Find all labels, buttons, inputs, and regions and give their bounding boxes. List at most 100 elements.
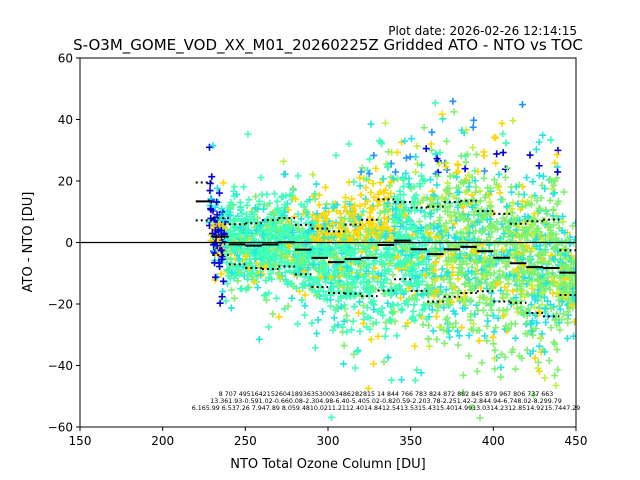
scatter-point <box>374 307 382 315</box>
scatter-point <box>218 205 226 213</box>
scatter-point <box>480 174 488 182</box>
scatter-point <box>495 170 503 178</box>
scatter-point <box>269 310 277 318</box>
scatter-point <box>413 254 421 262</box>
scatter-point <box>521 293 529 301</box>
scatter-point <box>468 286 476 294</box>
scatter-point <box>442 163 450 171</box>
scatter-point <box>554 168 562 176</box>
scatter-point <box>465 183 473 191</box>
scatter-point <box>293 272 301 280</box>
scatter-point <box>473 150 481 158</box>
scatter-point <box>545 357 553 365</box>
scatter-point <box>394 216 402 224</box>
scatter-point <box>287 280 295 288</box>
y-tick-label: −60 <box>48 421 73 435</box>
scatter-point <box>379 175 387 183</box>
scatter-point <box>275 313 283 321</box>
scatter-point <box>344 284 352 292</box>
scatter-point <box>554 366 562 374</box>
y-tick-label: 40 <box>58 113 73 127</box>
scatter-point <box>380 219 388 227</box>
scatter-point <box>501 310 509 318</box>
scatter-point <box>564 308 572 316</box>
scatter-point <box>419 267 427 275</box>
scatter-point <box>423 315 431 323</box>
scatter-point <box>430 191 438 199</box>
scatter-point <box>308 244 316 252</box>
scatter-point <box>418 161 426 169</box>
scatter-point <box>438 193 446 201</box>
scatter-point <box>568 301 576 309</box>
scatter-point <box>289 184 297 192</box>
scatter-point <box>388 309 396 317</box>
scatter-point <box>469 222 477 230</box>
annotation-stds-row: 6.165.99 6.537.26 7.947.89 8.059.4810.02… <box>192 405 581 412</box>
scatter-point <box>335 224 343 232</box>
scatter-point <box>523 231 531 239</box>
scatter-point <box>502 263 510 271</box>
scatter-point <box>347 246 355 254</box>
scatter-point <box>370 360 378 368</box>
scatter-point <box>404 319 412 327</box>
scatter-point <box>476 187 484 195</box>
scatter-point <box>499 130 507 138</box>
scatter-point <box>376 188 384 196</box>
scatter-point <box>329 326 337 334</box>
scatter-point <box>472 227 480 235</box>
scatter-point <box>540 249 548 257</box>
scatter-point <box>528 229 536 237</box>
scatter-point <box>284 302 292 310</box>
scatter-point <box>433 307 441 315</box>
scatter-point <box>360 284 368 292</box>
scatter-point <box>440 304 448 312</box>
scatter-point <box>304 253 312 261</box>
scatter-point <box>362 184 370 192</box>
scatter-point <box>351 214 359 222</box>
scatter-point <box>336 209 344 217</box>
scatter-point <box>320 259 328 267</box>
scatter-point <box>315 235 323 243</box>
scatter-point <box>517 303 525 311</box>
scatter-point <box>327 302 335 310</box>
scatter-point <box>297 258 305 266</box>
scatter-point <box>462 225 470 233</box>
scatter-point <box>434 231 442 239</box>
scatter-point <box>535 162 543 170</box>
scatter-point <box>455 332 463 340</box>
scatter-point <box>276 208 284 216</box>
scatter-point <box>237 217 245 225</box>
scatter-point <box>409 307 417 315</box>
scatter-point <box>422 272 430 280</box>
scatter-point <box>387 280 395 288</box>
scatter-point <box>523 174 531 182</box>
scatter-point <box>289 229 297 237</box>
scatter-point <box>448 250 456 258</box>
scatter-point <box>238 285 246 293</box>
scatter-point <box>473 367 481 375</box>
scatter-point <box>376 209 384 217</box>
scatter-point <box>364 384 372 392</box>
scatter-point <box>219 179 227 187</box>
scatter-point <box>357 191 365 199</box>
scatter-point <box>553 346 561 354</box>
scatter-point <box>469 123 477 131</box>
scatter-point <box>298 296 306 304</box>
scatter-point <box>398 219 406 227</box>
scatter-point <box>401 211 409 219</box>
scatter-point <box>369 228 377 236</box>
scatter-point <box>499 149 507 157</box>
scatter-point <box>462 188 470 196</box>
scatter-point <box>363 288 371 296</box>
scatter-point <box>522 202 530 210</box>
scatter-point <box>465 352 473 360</box>
scatter-point <box>365 170 373 178</box>
scatter-point <box>231 245 239 253</box>
scatter-point <box>351 364 359 372</box>
scatter-point <box>215 189 223 197</box>
scatter-point <box>390 229 398 237</box>
scatter-point <box>443 187 451 195</box>
scatter-point <box>401 260 409 268</box>
scatter-point <box>416 218 424 226</box>
